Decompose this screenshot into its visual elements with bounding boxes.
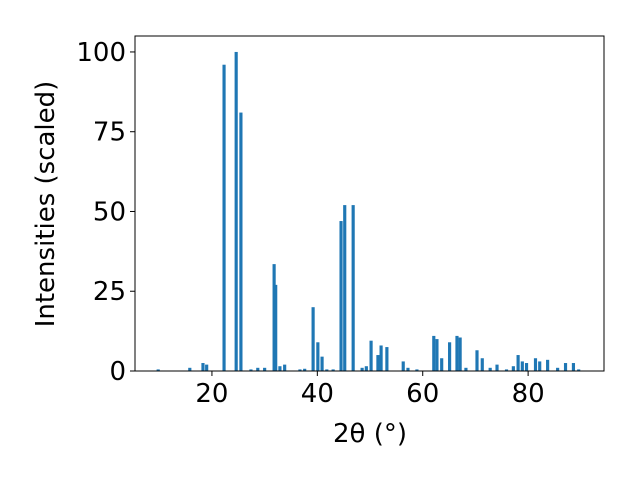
bar [201,363,205,371]
bar [432,335,436,371]
bar [480,358,484,371]
bar [278,366,282,371]
y-tick-label: 50 [93,197,126,227]
bar [369,340,373,371]
y-axis-label: Intensities (scaled) [31,81,61,328]
bar [488,367,492,371]
bar [448,342,452,371]
bar [464,367,468,371]
bar [249,369,253,371]
x-axis-label: 2θ (°) [333,419,407,449]
bar [316,342,320,371]
y-tick-label: 0 [109,357,126,387]
bar [455,335,459,371]
bar [401,361,405,371]
bar [364,366,368,371]
bar [234,51,238,371]
bar [406,367,410,371]
x-tick-label: 40 [301,379,334,409]
bar [263,367,267,371]
bar [385,347,389,371]
bar [376,355,380,371]
x-tick-label: 80 [512,379,545,409]
bar [156,369,160,371]
bar [325,369,329,371]
bar [415,369,419,371]
y-tick-label: 25 [93,277,126,307]
bar [524,363,529,371]
bar [516,355,520,371]
x-tick-label: 60 [406,379,439,409]
bar [440,358,444,371]
bar [303,368,307,371]
plot-frame [134,35,605,372]
bar [577,369,581,371]
bar [556,367,560,371]
y-tick-label: 100 [76,38,126,68]
bar [331,369,335,371]
bar [320,356,324,371]
bar [475,350,479,371]
bar [538,361,542,371]
bar [435,339,439,371]
bar [546,359,550,371]
bar [205,364,209,371]
bar [504,369,509,371]
bar [379,345,383,371]
bar [520,361,524,371]
x-tick-label: 20 [195,379,228,409]
y-tick-label: 75 [93,118,126,148]
bar [571,363,576,371]
bar [298,369,302,371]
bar [563,363,568,371]
bar [511,366,515,371]
bar [343,205,347,371]
bar [274,284,278,371]
bar [283,364,287,371]
bar [256,367,260,371]
bar [188,367,192,371]
bar [360,367,364,371]
bar [222,64,226,371]
bar [533,358,538,371]
bar [339,221,343,371]
bar [495,364,499,371]
bar [458,337,462,371]
bar [351,205,355,371]
bar [311,307,315,371]
bar [239,112,243,372]
